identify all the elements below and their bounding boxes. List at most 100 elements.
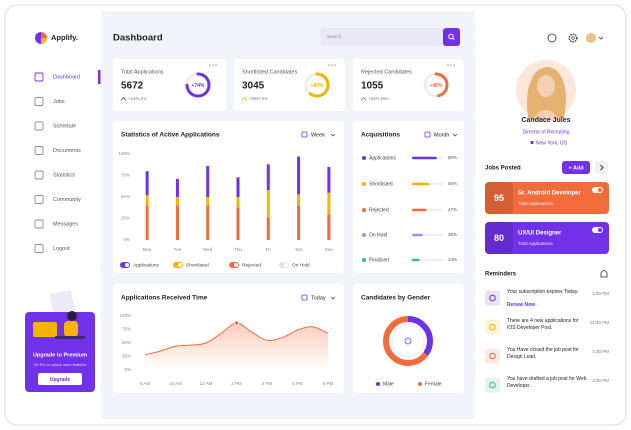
bar-label: On Hold [369, 232, 388, 238]
more-icon [450, 64, 452, 66]
y-tick-label: 75% [122, 327, 131, 332]
reminder-icon [485, 348, 500, 364]
promo-text: Go Pro to unlock more features [34, 363, 87, 367]
bar-segment [175, 197, 179, 206]
job-count: 80 [494, 233, 504, 243]
bar-segment [175, 205, 179, 240]
bar-label: Finalised [369, 257, 389, 263]
donut-icon [404, 337, 412, 345]
chevron [330, 296, 336, 300]
nav-item[interactable]: Schedule [53, 123, 76, 129]
job-count-box [485, 222, 513, 254]
bar-track [412, 258, 443, 262]
x-tick-label: Sun [325, 247, 334, 252]
period-select[interactable]: Today [311, 295, 326, 301]
period-select[interactable]: Month [434, 132, 449, 138]
legend-toggle-knob [234, 263, 238, 267]
promo-title: Upgrade to Premium [33, 352, 87, 358]
reminder-icon-glyph [489, 381, 496, 389]
bar [412, 233, 423, 237]
chevron [600, 164, 604, 171]
add-button[interactable] [562, 161, 590, 174]
legend-dot [362, 156, 366, 160]
job-subtitle: Total Applications [518, 201, 554, 206]
bar-label: Shortlisted [369, 181, 393, 187]
search-icon [448, 33, 454, 40]
search-icon [452, 37, 455, 41]
y-tick-label: 100% [119, 313, 131, 318]
stat-value: 5672 [121, 81, 144, 92]
bar-segment [297, 194, 301, 206]
job-card[interactable] [485, 182, 609, 214]
x-tick-label: Sat [295, 247, 303, 252]
nav-item[interactable]: Statistics [53, 172, 75, 178]
reminder-text: You have drafted a job post for Web Deve… [507, 376, 587, 389]
nav-item[interactable]: Documents [53, 148, 81, 154]
legend-dot [362, 233, 366, 237]
bell-icon[interactable] [600, 270, 608, 278]
stat-title: Total Applications [121, 69, 164, 75]
next-button[interactable] [595, 161, 608, 174]
legend-toggle-knob [125, 263, 129, 267]
nav-item[interactable]: Logout [53, 246, 70, 252]
bar-label: Rejected [369, 207, 389, 213]
period-select[interactable]: Week [311, 132, 325, 138]
x-tick-label: Fri [266, 247, 271, 252]
point-highlight [233, 320, 240, 326]
bar [412, 258, 420, 262]
legend-label: Applications [133, 262, 159, 268]
legend-label: Rejected [242, 262, 261, 268]
donut-segment [383, 316, 433, 366]
settings-icon [571, 36, 575, 40]
stat-value: 3045 [242, 81, 265, 92]
bar-segment [327, 192, 331, 215]
user-avatar-small[interactable] [586, 33, 596, 43]
nav-item[interactable]: Community [53, 197, 81, 203]
toggle-knob [598, 228, 602, 232]
bar [412, 208, 427, 212]
value-label: 55% [448, 181, 457, 186]
y-tick-label: 75% [121, 173, 130, 178]
nav-item[interactable]: Messages [53, 221, 78, 227]
search-button[interactable] [443, 28, 460, 46]
card-title: Applications Received Time [121, 295, 208, 302]
stat-change: +04% Dec [368, 96, 390, 101]
more-icon [447, 64, 449, 66]
y-tick-label: 0% [123, 237, 130, 242]
job-card[interactable] [485, 222, 609, 254]
legend-dot [376, 382, 380, 386]
help-icon[interactable] [547, 33, 557, 43]
logo-icon [41, 38, 47, 44]
card [353, 284, 464, 393]
nav-item[interactable]: Jobs [53, 99, 65, 105]
nav-icon [34, 146, 44, 155]
illustration [64, 321, 78, 337]
search-box[interactable] [320, 28, 460, 46]
add-button-label[interactable]: + Add [568, 165, 583, 171]
y-tick-label: 25% [122, 354, 131, 359]
y-tick-label: 0% [124, 367, 131, 372]
bar-segment [206, 197, 210, 206]
nav-icon [34, 97, 44, 106]
value-label: 35% [448, 232, 457, 237]
settings-icon[interactable] [568, 33, 578, 43]
card [353, 59, 464, 111]
ring-label: +46% [430, 83, 443, 89]
value-label: 24% [448, 257, 457, 262]
promo-button[interactable] [38, 373, 82, 385]
stat-title: Shortlisted Candidates [242, 69, 298, 75]
stat-change: +06% Inc [249, 96, 269, 101]
bar-segment [236, 197, 240, 208]
chevron [452, 133, 458, 137]
reminder-icon [485, 319, 500, 335]
card [234, 59, 345, 111]
x-tick-label: 4 PM [262, 381, 273, 386]
card-title: Candidates by Gender [361, 295, 430, 302]
card-title: Statistics of Active Applications [121, 132, 220, 139]
area-fill [145, 323, 328, 370]
promo-button-label[interactable]: Upgrade [50, 377, 71, 383]
x-tick-label: 8 PM [323, 381, 334, 386]
reminder-link[interactable]: Renew Now [507, 302, 536, 308]
nav-item[interactable]: Dashboard [53, 74, 80, 80]
reminder-time: 4:30 PM [592, 291, 609, 296]
